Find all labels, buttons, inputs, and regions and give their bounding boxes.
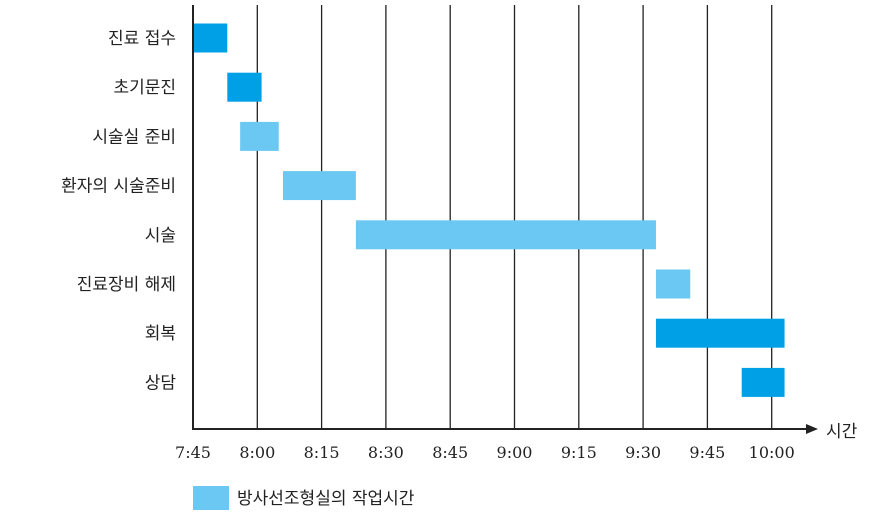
x-axis-title: 시간 xyxy=(826,422,858,442)
axes xyxy=(192,5,818,434)
x-tick-label: 8:15 xyxy=(304,443,340,462)
x-tick-label: 10:00 xyxy=(749,443,795,462)
vertical-grid xyxy=(256,5,773,428)
x-tick-label: 9:00 xyxy=(497,443,533,462)
task-bar xyxy=(193,23,228,53)
x-tick-label: 9:15 xyxy=(561,443,597,462)
task-bar xyxy=(227,72,262,102)
legend-swatch xyxy=(193,486,229,510)
category-label: 환자의 시술준비 xyxy=(61,177,176,197)
x-axis-arrow-icon xyxy=(806,424,818,434)
task-bar xyxy=(655,318,785,348)
x-tick-label: 8:30 xyxy=(368,443,404,462)
x-tick-label: 9:45 xyxy=(689,443,725,462)
task-bar xyxy=(240,121,279,151)
category-label: 시술 xyxy=(145,226,176,246)
category-label: 진료장비 해제 xyxy=(77,275,176,295)
category-label: 회복 xyxy=(145,324,176,344)
category-label: 시술실 준비 xyxy=(92,127,176,147)
legend-label: 방사선조형실의 작업시간 xyxy=(237,489,415,509)
x-tick-label: 7:45 xyxy=(175,443,211,462)
legend: 방사선조형실의 작업시간 xyxy=(193,486,415,510)
x-tick-label: 8:45 xyxy=(432,443,468,462)
x-tick-label: 9:30 xyxy=(625,443,661,462)
task-bar xyxy=(655,269,691,299)
x-tick-label: 8:00 xyxy=(239,443,275,462)
category-label: 상담 xyxy=(145,373,177,393)
category-label: 진료 접수 xyxy=(108,29,176,49)
task-bars xyxy=(193,23,785,397)
category-label: 초기문진 xyxy=(113,78,176,98)
x-tick-labels: 7:45 8:00 8:15 8:30 8:45 9:00 9:15 9:30 9:45 10:0… xyxy=(175,443,795,462)
task-bar xyxy=(355,220,656,250)
task-bar xyxy=(741,367,785,397)
task-bar xyxy=(283,171,356,201)
